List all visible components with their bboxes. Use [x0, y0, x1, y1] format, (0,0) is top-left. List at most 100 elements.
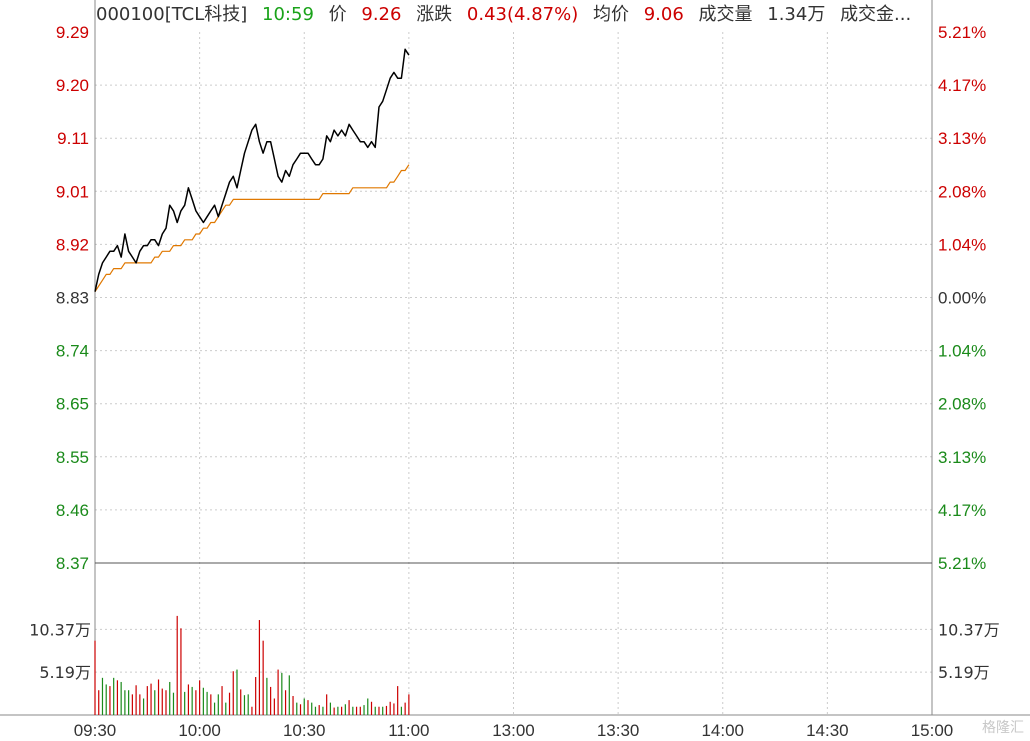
- volume-bar: [408, 694, 410, 715]
- change-label: 涨跌: [416, 4, 453, 25]
- volume-bar: [284, 690, 287, 715]
- volume-bar: [131, 694, 133, 715]
- volume-bar: [217, 694, 219, 715]
- volume-bar: [213, 702, 216, 715]
- volume-bar: [135, 685, 137, 715]
- volume-tick-label-left: 10.37万: [29, 620, 91, 639]
- volume-bar: [169, 681, 171, 715]
- volume-bar: [187, 684, 190, 715]
- volume-bar: [199, 680, 201, 715]
- volume-bar: [113, 677, 115, 715]
- volume-bar: [240, 689, 242, 715]
- right-tick-label: 5.21%: [938, 554, 986, 573]
- volume-bar: [352, 706, 354, 715]
- volume-bar: [281, 672, 283, 715]
- volume-bar: [195, 690, 197, 715]
- volume-bar: [292, 696, 294, 715]
- stock-code-name: 000100[TCL科技]: [96, 4, 248, 25]
- volume-bar: [180, 628, 182, 715]
- volume-bar: [150, 683, 152, 715]
- volume-bar: [255, 677, 257, 715]
- volume-bar: [393, 703, 395, 715]
- time-tick-label: 10:30: [283, 721, 326, 740]
- volume-bar: [109, 686, 111, 715]
- time-tick-label: 10:00: [178, 721, 221, 740]
- left-tick-label: 8.55: [56, 448, 89, 467]
- right-tick-label: 5.21%: [938, 23, 986, 42]
- volume-bar: [322, 706, 324, 715]
- right-tick-label: 1.04%: [938, 342, 986, 361]
- price-label: 价: [328, 4, 347, 25]
- volume-bar: [333, 707, 335, 715]
- volume-bar: [273, 698, 275, 715]
- volume-bar: [146, 686, 148, 715]
- volume-value: 1.34万: [767, 4, 826, 25]
- volume-bar: [382, 706, 384, 715]
- volume-bar: [378, 706, 380, 715]
- left-tick-label: 8.74: [56, 342, 89, 361]
- time-tick-label: 14:00: [701, 721, 744, 740]
- volume-bar: [385, 705, 388, 715]
- quote-time: 10:59: [262, 4, 314, 25]
- left-tick-label: 9.29: [56, 23, 89, 42]
- right-tick-label: 4.17%: [938, 501, 986, 520]
- volume-label: 成交量: [698, 4, 753, 25]
- avg-price-label: 均价: [592, 4, 629, 25]
- volume-bar: [172, 692, 175, 715]
- volume-bar: [232, 671, 234, 715]
- volume-tick-label-right: 5.19万: [938, 663, 990, 682]
- left-tick-label: 8.46: [56, 501, 89, 520]
- volume-bar: [210, 694, 212, 715]
- volume-bar: [341, 706, 343, 715]
- volume-bar: [262, 640, 264, 715]
- change-value: 0.43(4.87%): [466, 4, 579, 25]
- volume-bar: [348, 700, 350, 715]
- volume-bar: [161, 688, 163, 715]
- price-value: 9.26: [361, 4, 402, 25]
- volume-bar: [314, 706, 317, 715]
- volume-bar: [206, 691, 208, 715]
- right-tick-label: 2.08%: [938, 395, 986, 414]
- volume-bar: [116, 680, 119, 715]
- volume-bar: [142, 698, 145, 715]
- volume-tick-label-right: 10.37万: [938, 620, 1000, 639]
- time-tick-label: 14:30: [806, 721, 849, 740]
- left-tick-label: 8.37: [56, 554, 89, 573]
- volume-bar: [251, 706, 253, 715]
- right-tick-label: 4.17%: [938, 76, 986, 95]
- volume-bar: [303, 698, 305, 715]
- volume-bar: [400, 706, 403, 715]
- volume-bar: [157, 679, 160, 715]
- volume-bar: [258, 620, 261, 715]
- volume-bar: [221, 686, 223, 715]
- volume-bar: [367, 698, 369, 715]
- volume-bar: [374, 706, 376, 715]
- time-tick-label: 13:00: [492, 721, 535, 740]
- volume-bar: [266, 677, 268, 715]
- volume-bar: [225, 702, 227, 715]
- amount-label: 成交金...: [840, 4, 912, 25]
- volume-bar: [124, 690, 126, 715]
- volume-bar: [236, 669, 238, 715]
- volume-bar: [128, 690, 130, 715]
- left-tick-label: 8.65: [56, 395, 89, 414]
- volume-bar: [363, 705, 365, 715]
- volume-bar: [329, 702, 332, 715]
- volume-bar: [202, 687, 204, 715]
- volume-bar: [318, 705, 320, 715]
- right-tick-label: 2.08%: [938, 182, 986, 201]
- volume-tick-label-left: 5.19万: [39, 663, 91, 682]
- volume-bar: [228, 692, 231, 715]
- right-tick-label: 0.00%: [938, 289, 986, 308]
- price-line: [94, 48, 410, 292]
- time-tick-label: 15:00: [911, 721, 954, 740]
- volume-bar: [389, 701, 391, 715]
- right-tick-label: 1.04%: [938, 235, 986, 254]
- left-tick-label: 8.83: [56, 289, 89, 308]
- avg-price-value: 9.06: [643, 4, 684, 25]
- volume-bar: [101, 677, 104, 715]
- volume-bar: [139, 694, 141, 715]
- volume-bar: [184, 691, 186, 715]
- volume-bar: [344, 704, 346, 715]
